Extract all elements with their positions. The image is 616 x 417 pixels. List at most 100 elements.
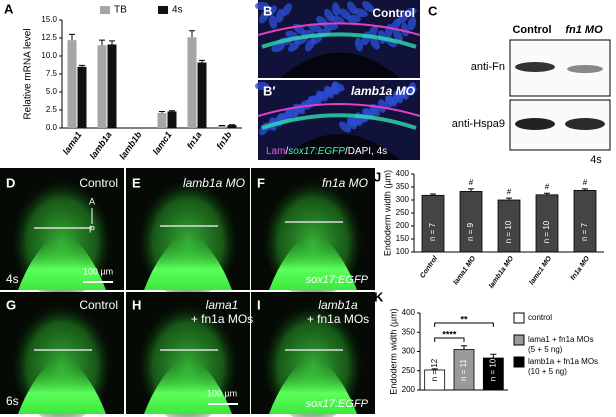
significance-label: ** — [460, 314, 468, 324]
y-tick-label: 400 — [402, 308, 416, 317]
bar-label: n = 7 — [428, 222, 437, 241]
bar — [187, 37, 197, 128]
endoderm — [18, 362, 106, 414]
nucleus — [370, 36, 380, 50]
bar — [157, 112, 167, 128]
error-bar — [506, 197, 512, 200]
error-bar — [461, 345, 467, 350]
x-tick-label: lamb1a MO — [488, 255, 515, 290]
reporter-label: sox17:EGFP — [306, 398, 369, 410]
stain: sox17:EGFP — [288, 146, 345, 157]
bar-label: n = 9 — [466, 222, 475, 241]
annotation: # — [469, 178, 474, 187]
error-bar — [169, 110, 175, 112]
x-tick-label: lamc1 — [151, 130, 174, 157]
nucleus — [305, 38, 315, 52]
legend-label: lama1 + fn1a MOs — [528, 335, 594, 344]
significance-label: **** — [442, 329, 457, 339]
y-tick-label: 250 — [396, 208, 410, 217]
x-tick-label: lama1 MO — [452, 255, 477, 287]
nucleus — [400, 86, 410, 100]
laminin-stain — [257, 103, 421, 117]
y-tick-label: 150 — [396, 234, 410, 243]
nucleus — [362, 1, 374, 12]
error-bar — [490, 353, 497, 359]
x-tick-label: fn1b — [214, 129, 233, 151]
y-tick-label: 400 — [396, 169, 410, 178]
endoderm-stain — [261, 32, 417, 49]
panel-letter: K — [374, 289, 384, 304]
error-bar — [69, 33, 75, 41]
yolk — [280, 52, 400, 78]
bar — [167, 111, 177, 128]
yolk — [280, 134, 400, 160]
endoderm — [269, 238, 357, 290]
nucleus — [377, 99, 387, 113]
legend-label: lamb1a + fn1a MOs — [528, 357, 598, 366]
legend-label: control — [528, 313, 552, 322]
panel-label: lamb1a MO — [351, 84, 416, 98]
y-tick-label: 100 — [396, 247, 410, 256]
column-label: fn1 MO — [565, 24, 603, 36]
axis-label: P — [89, 224, 95, 234]
nucleus — [400, 22, 410, 37]
bar — [107, 44, 117, 129]
bar — [77, 66, 87, 128]
row-label: anti-Hspa9 — [452, 118, 505, 130]
nucleus — [255, 82, 269, 90]
axis-label: A — [89, 196, 95, 206]
panel-letter: C — [428, 3, 438, 18]
y-tick-label: 350 — [402, 327, 416, 336]
error-bar — [109, 40, 115, 45]
endoderm-stain — [261, 113, 417, 130]
endoderm — [144, 362, 232, 414]
endoderm — [18, 238, 106, 290]
y-tick-label: 12.5 — [41, 33, 57, 42]
error-bar — [544, 192, 550, 195]
y-tick-label: 200 — [396, 221, 410, 230]
panel-label: + fn1a MOs — [191, 312, 253, 326]
stage-label: 6s — [6, 394, 19, 408]
panel-label: lama1 — [206, 298, 239, 312]
row-label: anti-Fn — [471, 61, 505, 73]
panel-label: Control — [79, 298, 118, 312]
nucleus — [288, 40, 300, 52]
bar-label: n = 10 — [542, 220, 551, 243]
error-bar — [159, 110, 165, 113]
bar-label: n = 10 — [504, 220, 513, 243]
annotation: # — [583, 178, 588, 187]
stain-legend: Lam/sox17:EGFP/DAPI, 4s — [266, 146, 387, 157]
error-bar — [431, 368, 438, 370]
nucleus — [339, 8, 351, 20]
bar — [217, 125, 227, 128]
y-tick-label: 10.0 — [41, 51, 57, 60]
legend-label: (5 + 5 ng) — [528, 345, 563, 354]
error-bar — [468, 188, 474, 192]
scale-label: 100 µm — [207, 388, 237, 398]
endoderm — [269, 362, 357, 414]
panel-label: lamb1a — [318, 298, 358, 312]
legend-swatch — [513, 312, 525, 324]
legend-label: (10 + 5 ng) — [528, 367, 567, 376]
panel-letter: B′ — [263, 83, 276, 98]
x-tick-label: Control — [419, 254, 440, 279]
band — [515, 62, 555, 72]
significance-bracket — [434, 337, 465, 342]
panel-letter: H — [132, 297, 141, 312]
nucleus — [354, 37, 364, 52]
stage-label: 4s — [590, 154, 602, 166]
x-tick-label: lamb1b — [117, 129, 144, 161]
significance-bracket — [434, 322, 494, 327]
bar — [459, 191, 483, 253]
nucleus — [268, 15, 278, 29]
y-tick-label: 15.0 — [41, 15, 57, 24]
panel-label: Control — [372, 6, 415, 20]
nucleus — [255, 2, 269, 10]
error-bar — [189, 30, 195, 38]
nucleus — [385, 95, 397, 107]
nucleus — [339, 121, 351, 133]
x-tick-label: lama1 — [61, 130, 84, 157]
stain: Lam — [266, 146, 285, 157]
nucleus — [354, 8, 368, 18]
error-bar — [430, 193, 436, 196]
